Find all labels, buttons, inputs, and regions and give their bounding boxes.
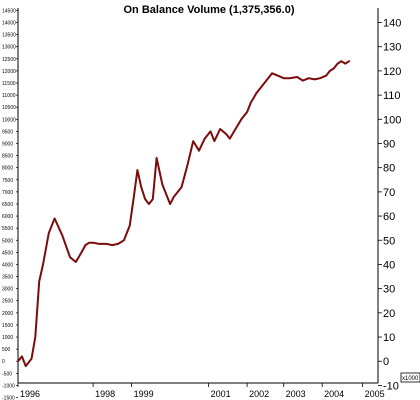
- y-unit-label: x1000: [402, 376, 419, 382]
- left-axis: 14500 14000 13500 13000 12500 12000 11500 11000…: [2, 8, 19, 400]
- left-tick-label: 14000: [2, 21, 16, 27]
- left-tick-label: 6000: [2, 214, 13, 220]
- right-tick-label: 60: [383, 211, 395, 223]
- left-tick-label: 7000: [2, 190, 13, 196]
- right-tick-label: 140: [383, 18, 401, 30]
- plot-area: [17, 60, 351, 368]
- left-tick-label: 8000: [2, 166, 13, 172]
- x-tick-label: 2004: [324, 389, 344, 399]
- chart-title: On Balance Volume (1,375,356.0): [124, 4, 295, 16]
- left-tick-label: 10500: [2, 105, 16, 111]
- right-tick-label: -10: [383, 380, 399, 392]
- left-tick-label: 8500: [2, 154, 13, 160]
- x-tick-label: 2001: [211, 389, 231, 399]
- left-tick-label: 11500: [2, 81, 16, 87]
- left-tick-label: 2500: [2, 299, 13, 305]
- right-tick-label: 130: [383, 42, 401, 54]
- left-tick-label: 12000: [2, 69, 16, 75]
- x-tick-label: 1996: [20, 389, 40, 399]
- right-tick-label: 110: [383, 90, 401, 102]
- left-tick-label: 7500: [2, 178, 13, 184]
- left-tick-label: 1000: [2, 335, 13, 341]
- left-tick-label: 13500: [2, 33, 16, 39]
- x-tick-label: 2003: [286, 389, 306, 399]
- x-tick-label: 1999: [134, 389, 154, 399]
- right-tick-label: 20: [383, 308, 395, 320]
- right-axis: -10 0 10 20 30 40 50 60 70 80 90 100 110 120 130 140: [377, 8, 401, 392]
- left-tick-label: 0: [2, 359, 5, 365]
- right-tick-label: 90: [383, 138, 395, 150]
- left-tick-label: 5500: [2, 226, 13, 232]
- left-tick-label: 9500: [2, 129, 13, 135]
- right-tick-label: 50: [383, 235, 395, 247]
- right-tick-label: 30: [383, 284, 395, 296]
- left-tick-label: 11000: [2, 93, 16, 99]
- left-tick-label: 10000: [2, 117, 16, 123]
- left-tick-label: 12500: [2, 57, 16, 63]
- left-tick-label: 3500: [2, 275, 13, 281]
- right-tick-label: 70: [383, 187, 395, 199]
- x-axis: 1996 1998 1999 2001 2002 2003 2004 2005: [17, 382, 385, 399]
- right-tick-label: 100: [383, 114, 401, 126]
- unit-box: [400, 372, 420, 383]
- left-tick-label: 2000: [2, 311, 13, 317]
- left-tick-label: 1500: [2, 323, 13, 329]
- left-tick-label: 14500: [2, 8, 16, 14]
- left-tick-label: 9000: [2, 141, 13, 147]
- left-tick-label: 6500: [2, 202, 13, 208]
- left-tick-label: 4500: [2, 250, 13, 256]
- left-tick-label: -1000: [2, 383, 15, 389]
- left-tick-label: 13000: [2, 45, 16, 51]
- left-tick-label: 5000: [2, 238, 13, 244]
- right-tick-label: 0: [383, 356, 389, 368]
- right-tick-label: 80: [383, 163, 395, 175]
- left-tick-label: 3000: [2, 287, 13, 293]
- left-tick-label: -500: [2, 371, 12, 377]
- x-tick-label: 2002: [249, 389, 269, 399]
- series-line: [17, 60, 351, 368]
- left-tick-label: -1500: [2, 396, 15, 400]
- right-tick-label: 10: [383, 332, 395, 344]
- right-tick-label: 40: [383, 259, 395, 271]
- left-tick-label: 500: [2, 347, 11, 353]
- x-tick-label: 1998: [95, 389, 115, 399]
- x-tick-label: 2005: [365, 389, 385, 399]
- left-tick-label: 4000: [2, 262, 13, 268]
- right-tick-label: 120: [383, 66, 401, 78]
